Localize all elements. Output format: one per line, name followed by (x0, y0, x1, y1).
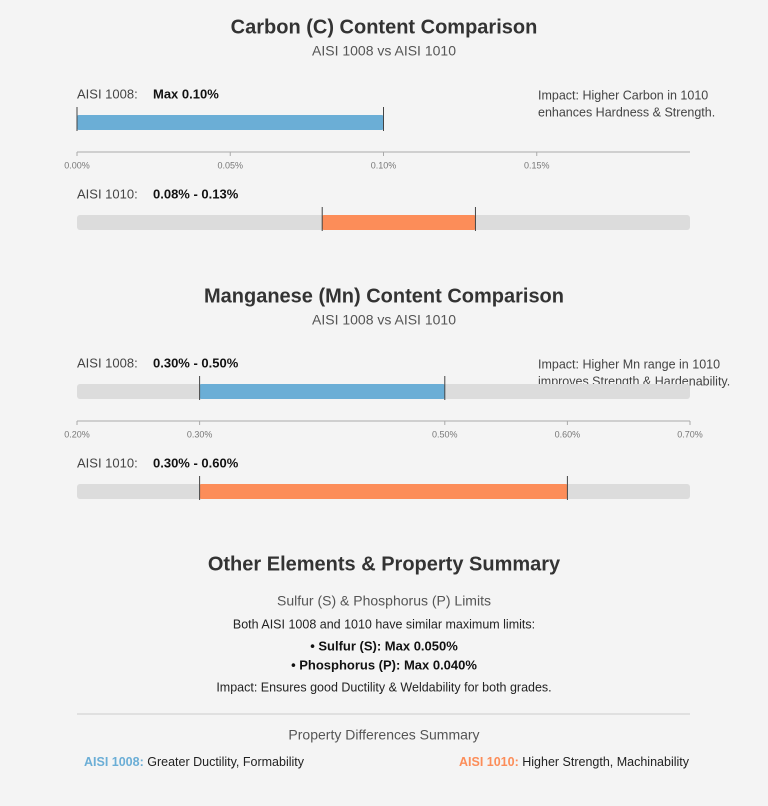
summary-item: • Phosphorus (P): Max 0.040% (291, 657, 477, 672)
range-label: 0.30% - 0.60% (153, 455, 239, 470)
x-tick-label: 0.70% (677, 429, 703, 439)
range-bar (77, 115, 384, 130)
differences-title: Property Differences Summary (288, 727, 479, 743)
difference-text: Higher Strength, Machinability (522, 755, 689, 769)
range-bar (199, 384, 445, 399)
row-label: AISI 1008: (77, 86, 138, 101)
summary-subtitle: Sulfur (S) & Phosphorus (P) Limits (277, 593, 491, 609)
annotation: Impact: Higher Carbon in 1010 (538, 88, 708, 102)
difference: AISI 1010: Higher Strength, Machinabilit… (459, 755, 690, 769)
chart-subtitle: AISI 1008 vs AISI 1010 (312, 312, 456, 328)
summary-item: • Sulfur (S): Max 0.050% (310, 638, 458, 653)
chart-title: Carbon (C) Content Comparison (231, 16, 538, 38)
grade: AISI 1010: (459, 755, 519, 769)
annotation: Impact: Higher Mn range in 1010 (538, 357, 720, 371)
range-label: Max 0.10% (153, 86, 219, 101)
x-tick-label: 0.30% (187, 429, 213, 439)
difference-text: Greater Ductility, Formability (147, 755, 304, 769)
row-label: AISI 1010: (77, 455, 138, 470)
difference: AISI 1008: Greater Ductility, Formabilit… (84, 755, 305, 769)
range-label: 0.08% - 0.13% (153, 186, 239, 201)
grade: AISI 1008: (84, 755, 144, 769)
chart-title: Manganese (Mn) Content Comparison (204, 285, 564, 307)
row-label: AISI 1008: (77, 355, 138, 370)
x-tick-label: 0.10% (371, 160, 397, 170)
chart-subtitle: AISI 1008 vs AISI 1010 (312, 43, 456, 59)
range-label: 0.30% - 0.50% (153, 355, 239, 370)
summary: Other Elements & Property Summary Sulfur… (77, 553, 690, 769)
range-bar (199, 484, 568, 499)
summary-intro: Both AISI 1008 and 1010 have similar max… (233, 617, 535, 631)
x-tick-label: 0.15% (524, 160, 550, 170)
summary-title: Other Elements & Property Summary (208, 553, 561, 575)
x-tick-label: 0.50% (432, 429, 458, 439)
range-bar (322, 215, 476, 230)
x-tick-label: 0.60% (555, 429, 581, 439)
x-tick-label: 0.20% (64, 429, 90, 439)
summary-impact: Impact: Ensures good Ductility & Weldabi… (216, 680, 551, 694)
row-label: AISI 1010: (77, 186, 138, 201)
x-tick-label: 0.05% (217, 160, 243, 170)
annotation: enhances Hardness & Strength. (538, 105, 715, 119)
x-tick-label: 0.00% (64, 160, 90, 170)
